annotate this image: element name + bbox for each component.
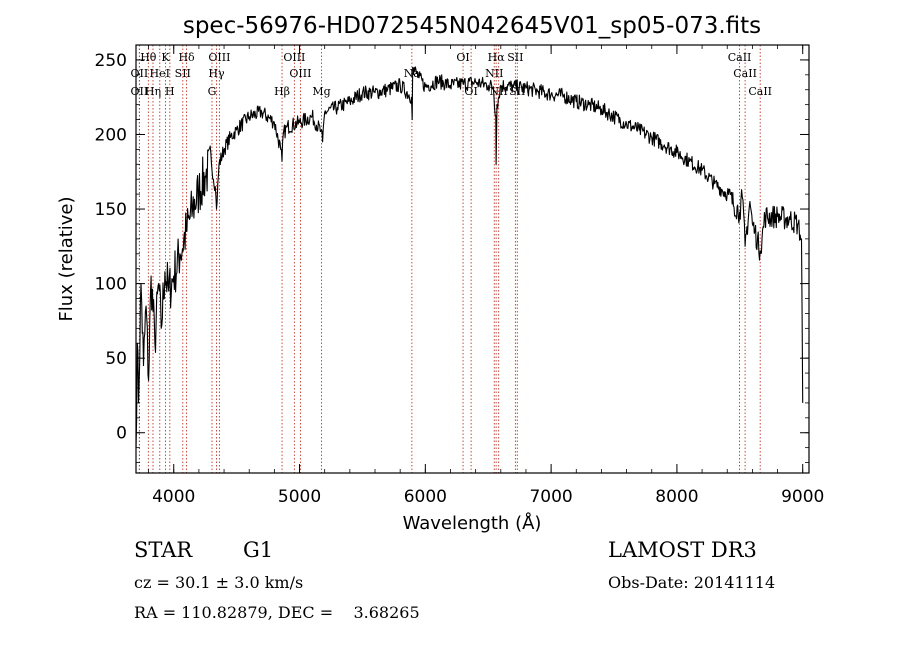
x-tick-label: 5000 — [278, 487, 321, 507]
plot-frame — [135, 44, 810, 474]
y-tick-label: 200 — [95, 125, 127, 145]
x-tick-label: 4000 — [152, 487, 195, 507]
object-subclass: G1 — [243, 538, 274, 562]
line-label: OIII — [289, 67, 311, 80]
line-label: Hγ — [208, 67, 225, 80]
line-label: Hδ — [178, 51, 195, 64]
x-axis: 4000 5000 6000 7000 8000 9000 — [148, 45, 824, 507]
line-label: H — [165, 85, 175, 98]
x-tick-label: 6000 — [404, 487, 447, 507]
x-axis-label: Wavelength (Å) — [403, 512, 542, 534]
x-tick-label: 9000 — [781, 487, 824, 507]
y-tick-label: 100 — [95, 275, 127, 295]
line-label: Mg — [312, 85, 330, 98]
line-label: Hθ — [140, 51, 157, 64]
chart-title: spec-56976-HD072545N042645V01_sp05-073.f… — [183, 13, 761, 39]
ra-dec-coordinates: RA = 110.82879, DEC = 3.68265 — [134, 603, 420, 622]
line-label: NII — [485, 67, 503, 80]
line-label: Hη — [145, 85, 161, 98]
line-label: Hβ — [274, 85, 290, 98]
object-class: STAR — [134, 538, 193, 562]
line-label: OII — [131, 85, 149, 98]
y-axis-label: Flux (relative) — [56, 196, 77, 321]
line-markers — [138, 45, 761, 473]
y-tick-label: 250 — [95, 51, 127, 71]
line-label: CaII — [748, 85, 772, 98]
y-tick-label: 150 — [95, 200, 127, 220]
observation-date: Obs-Date: 20141114 — [608, 573, 776, 592]
line-label: SII — [507, 51, 523, 64]
line-label: OII — [131, 67, 149, 80]
y-tick-label: 0 — [116, 424, 127, 444]
x-tick-label: 7000 — [529, 487, 572, 507]
y-tick-label: 50 — [105, 349, 127, 369]
line-label: SII — [175, 67, 191, 80]
survey-name: LAMOST DR3 — [608, 538, 757, 562]
spectrum-line — [135, 66, 804, 448]
line-label: OIII — [283, 51, 305, 64]
line-label: CaII — [733, 67, 757, 80]
x-tick-label: 8000 — [655, 487, 698, 507]
line-label: G — [208, 85, 217, 98]
line-label: Hα — [488, 51, 506, 64]
redshift-cz: cz = 30.1 ± 3.0 km/s — [134, 573, 304, 592]
line-label: OIII — [208, 51, 230, 64]
line-label: K — [161, 51, 170, 64]
y-axis: 0 50 100 150 200 250 — [95, 44, 809, 463]
line-label: OI — [456, 51, 469, 64]
line-label: HeI — [150, 67, 170, 80]
line-label: CaII — [728, 51, 752, 64]
